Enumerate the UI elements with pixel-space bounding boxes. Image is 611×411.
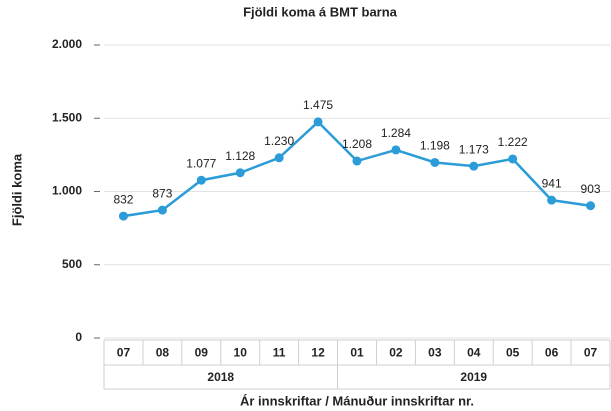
marker [508, 154, 518, 164]
marker [391, 145, 401, 155]
y-tick-label: 1.500 [52, 110, 82, 124]
x-tick-label: 03 [428, 346, 442, 360]
data-label: 1.077 [186, 156, 216, 170]
x-group-label: 2019 [460, 370, 487, 384]
x-tick-label: 04 [467, 346, 481, 360]
data-label: 903 [581, 182, 601, 196]
x-tick-label: 02 [389, 346, 403, 360]
marker [157, 205, 167, 215]
data-label: 873 [152, 186, 172, 200]
marker [586, 201, 596, 211]
data-label: 941 [542, 176, 562, 190]
y-tick-label: 2.000 [52, 37, 82, 51]
marker [235, 168, 245, 178]
data-label: 1.208 [342, 137, 372, 151]
data-label: 1.198 [420, 139, 450, 153]
chart-title: Fjöldi koma á BMT barna [243, 4, 398, 19]
data-label: 1.222 [498, 135, 528, 149]
marker [313, 117, 323, 127]
marker [274, 153, 284, 163]
data-label: 1.128 [225, 149, 255, 163]
x-tick-label: 07 [117, 346, 131, 360]
marker [196, 175, 206, 185]
marker [469, 161, 479, 171]
data-label: 1.173 [459, 142, 489, 156]
marker [430, 157, 440, 167]
x-tick-label: 11 [273, 346, 286, 360]
marker [352, 156, 362, 166]
x-axis-label: Ár innskriftar / Mánuður innskriftar nr. [240, 393, 474, 408]
x-tick-label: 06 [545, 346, 559, 360]
x-tick-label: 09 [195, 346, 209, 360]
x-tick-label: 12 [311, 346, 325, 360]
data-label: 1.475 [303, 98, 333, 112]
x-tick-label: 10 [234, 346, 248, 360]
data-label: 832 [113, 192, 133, 206]
y-tick-label: 1.000 [52, 184, 82, 198]
marker [547, 195, 557, 205]
x-tick-label: 01 [350, 346, 364, 360]
y-axis-label: Fjöldi koma [9, 153, 24, 226]
x-tick-label: 05 [506, 346, 520, 360]
y-tick-label: 0 [75, 330, 82, 344]
x-tick-label: 07 [584, 346, 598, 360]
data-label: 1.230 [264, 134, 294, 148]
x-tick-label: 08 [156, 346, 170, 360]
y-tick-label: 500 [62, 257, 82, 271]
data-label: 1.284 [381, 126, 411, 140]
marker [118, 211, 128, 221]
x-group-label: 2018 [207, 370, 234, 384]
